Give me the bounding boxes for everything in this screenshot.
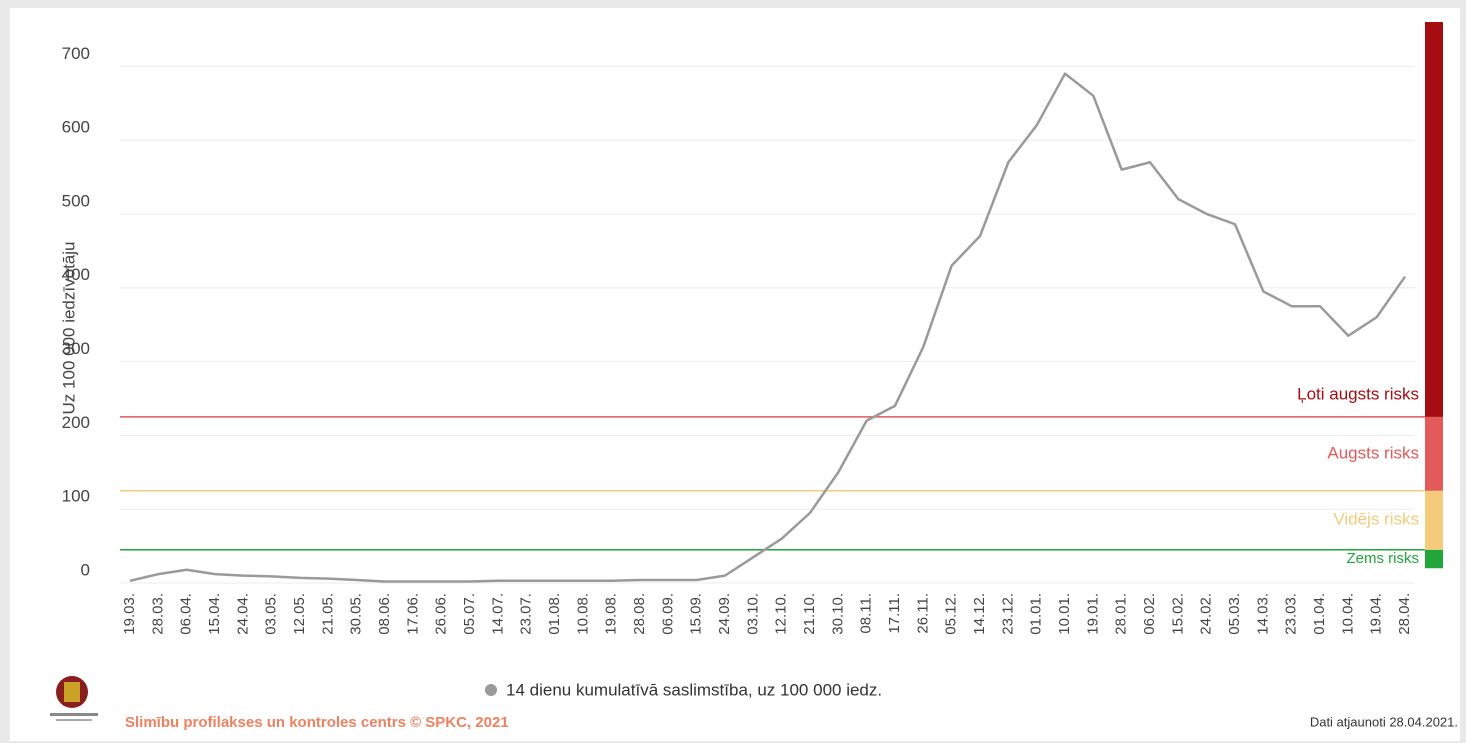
x-tick-label: 19.03.	[121, 593, 138, 635]
risk-band	[1425, 549, 1443, 569]
x-tick-label: 28.03.	[149, 593, 166, 635]
risk-label: Zems risks	[1347, 550, 1420, 567]
x-tick-label: 06.09.	[659, 593, 676, 635]
x-tick-label: 10.01.	[1056, 593, 1073, 635]
x-tick-label: 17.06.	[404, 593, 421, 635]
x-tick-label: 01.01.	[1028, 593, 1045, 635]
x-tick-label: 23.03.	[1283, 593, 1300, 635]
y-tick-label: 400	[62, 265, 90, 284]
x-tick-label: 06.04.	[178, 593, 195, 635]
card: Uz 100 000 iedzīvotāju Slimību profilaks…	[10, 8, 1460, 741]
x-tick-label: 15.04.	[206, 593, 223, 635]
x-tick-label: 19.08.	[603, 593, 620, 635]
y-tick-label: 300	[62, 339, 90, 358]
source: Slimību profilakses un kontroles centrs …	[125, 714, 509, 731]
risk-label: Ļoti augsts risks	[1297, 384, 1419, 403]
y-tick-label: 500	[62, 191, 90, 210]
x-tick-label: 14.12.	[971, 593, 988, 635]
x-tick-label: 28.01.	[1113, 593, 1130, 635]
x-tick-label: 24.02.	[1198, 593, 1215, 635]
y-axis-label: Uz 100 000 iedzīvotāju	[59, 242, 78, 415]
x-tick-label: 23.07.	[518, 593, 535, 635]
x-tick-label: 21.10.	[801, 593, 818, 635]
line	[129, 72, 1407, 583]
logo	[50, 676, 98, 721]
x-tick-label: 14.07.	[489, 593, 506, 635]
x-tick-label: 12.05.	[291, 593, 308, 635]
x-tick-label: 21.05.	[319, 593, 336, 635]
x-tick-label: 23.12.	[999, 593, 1016, 635]
x-tick-label: 05.03.	[1226, 593, 1243, 635]
y-tick-label: 0	[81, 560, 90, 579]
x-tick-label: 28.04.	[1396, 593, 1413, 635]
updated: Dati atjaunoti 28.04.2021.	[1310, 714, 1458, 729]
x-tick-label: 26.06.	[433, 593, 450, 635]
x-tick-label: 17.11.	[886, 593, 903, 634]
x-tick-label: 24.09.	[716, 593, 733, 635]
x-tick-label: 06.02.	[1141, 593, 1158, 635]
x-tick-label: 15.09.	[688, 593, 705, 635]
x-tick-label: 10.04.	[1339, 593, 1356, 635]
x-tick-label: 12.10.	[773, 593, 790, 635]
y-tick-label: 100	[62, 487, 90, 506]
y-tick-label: 600	[62, 118, 90, 137]
x-tick-label: 24.04.	[234, 593, 251, 635]
risk-label: Augsts risks	[1327, 443, 1419, 462]
y-tick-label: 700	[62, 44, 90, 63]
x-tick-label: 01.04.	[1311, 593, 1328, 635]
x-tick-label: 28.08.	[631, 593, 648, 635]
x-tick-label: 30.10.	[829, 593, 846, 635]
chart: Uz 100 000 iedzīvotāju Slimību profilaks…	[50, 22, 1458, 731]
x-tick-label: 15.02.	[1169, 593, 1186, 635]
risk-band	[1425, 22, 1443, 417]
legend-label: 14 dienu kumulatīvā saslimstība, uz 100 …	[506, 680, 882, 699]
x-tick-label: 10.08.	[574, 593, 591, 635]
x-tick-label: 26.11.	[914, 593, 931, 634]
x-tick-label: 01.08.	[546, 593, 563, 635]
x-tick-label: 30.05.	[348, 593, 365, 635]
risk-band	[1425, 490, 1443, 550]
legend-marker	[485, 684, 497, 696]
x-tick-label: 05.07.	[461, 593, 478, 635]
risk-label: Vidējs risks	[1333, 510, 1419, 529]
y-tick-label: 200	[62, 413, 90, 432]
x-tick-label: 19.04.	[1368, 593, 1385, 635]
x-tick-label: 08.06.	[376, 593, 393, 635]
risk-band	[1425, 416, 1443, 491]
x-tick-label: 08.11.	[858, 593, 875, 634]
x-tick-label: 19.01.	[1084, 593, 1101, 635]
x-tick-label: 03.05.	[263, 593, 280, 635]
x-tick-label: 05.12.	[943, 593, 960, 635]
x-tick-label: 14.03.	[1254, 593, 1271, 635]
x-tick-label: 03.10.	[744, 593, 761, 635]
